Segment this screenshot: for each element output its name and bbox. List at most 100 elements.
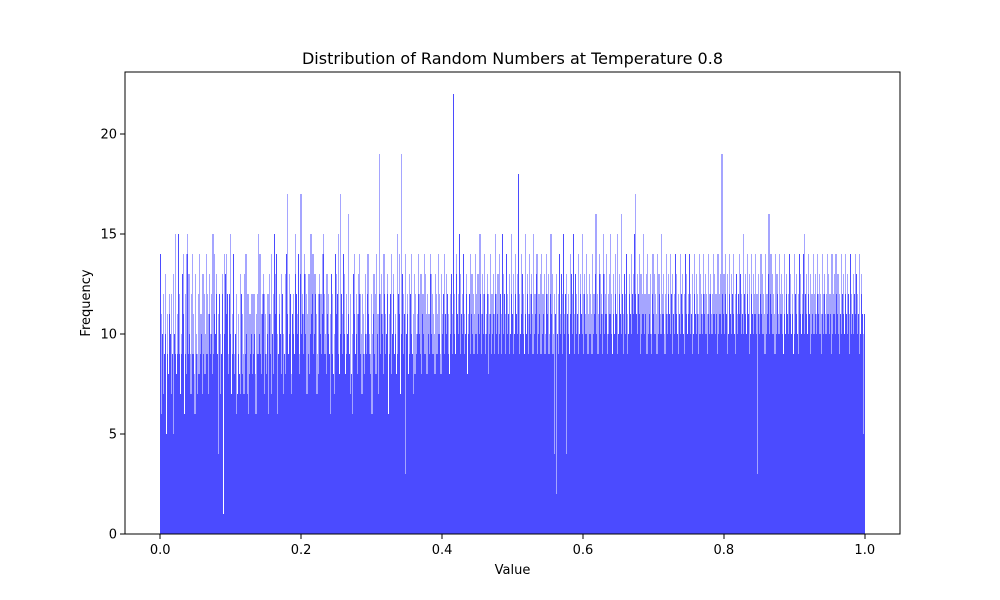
histogram-bar — [695, 314, 696, 534]
histogram-bar — [314, 274, 316, 534]
histogram-bar — [680, 334, 682, 534]
histogram-bar — [606, 254, 607, 534]
histogram-bar — [638, 254, 640, 534]
histogram-bar — [295, 234, 297, 534]
histogram-bar — [335, 314, 337, 534]
histogram-bar — [563, 234, 564, 534]
histogram-bar — [424, 354, 426, 534]
histogram-bar — [629, 294, 631, 534]
histogram-bar — [540, 274, 541, 534]
histogram-bar — [597, 294, 598, 534]
histogram-bar — [666, 314, 668, 534]
histogram-bar — [319, 274, 320, 534]
histogram-bar — [313, 334, 315, 534]
histogram-bar — [223, 334, 225, 534]
histogram-bar — [737, 334, 739, 534]
histogram-bar — [380, 354, 381, 534]
histogram-bar — [657, 334, 659, 534]
histogram-bar — [251, 334, 252, 534]
histogram-bar — [763, 294, 765, 534]
histogram-bar — [821, 354, 822, 534]
histogram-bar — [624, 334, 626, 534]
histogram-bar — [383, 254, 385, 534]
histogram-bar — [702, 334, 704, 534]
histogram-bar — [240, 274, 242, 534]
histogram-bar — [503, 334, 505, 534]
histogram-bar — [171, 294, 173, 534]
histogram-bar — [205, 334, 206, 534]
histogram-bar — [576, 294, 578, 534]
histogram-bar — [311, 314, 313, 534]
histogram-bar — [758, 274, 759, 534]
histogram-bar — [161, 414, 163, 534]
histogram-bar — [572, 294, 574, 534]
y-tick-label: 10 — [100, 328, 117, 343]
histogram-bar — [231, 354, 233, 534]
histogram-bar — [203, 294, 205, 534]
histogram-bar — [246, 334, 248, 534]
histogram-bar — [219, 294, 220, 534]
histogram-bar — [285, 374, 287, 534]
histogram-bar — [762, 274, 763, 534]
histogram-bar — [359, 254, 360, 534]
histogram-bar — [228, 374, 230, 534]
histogram-bar — [716, 354, 718, 534]
histogram-bar — [226, 254, 228, 534]
histogram-bar — [716, 314, 717, 534]
histogram-bar — [842, 274, 844, 534]
histogram-bar — [516, 314, 517, 534]
histogram-bar — [351, 334, 353, 534]
histogram-bar — [216, 274, 218, 534]
histogram-bar — [548, 354, 550, 534]
histogram-bar — [176, 354, 178, 534]
histogram-bar — [518, 354, 520, 534]
histogram-bar — [724, 334, 725, 534]
histogram-bar — [498, 254, 500, 534]
histogram-bar — [701, 294, 702, 534]
histogram-bar — [670, 334, 672, 534]
histogram-bar — [271, 254, 273, 534]
histogram-bar — [424, 254, 425, 534]
histogram-bar — [268, 274, 270, 534]
histogram-bar — [197, 394, 199, 534]
histogram-bar — [581, 234, 583, 534]
histogram-bar — [667, 274, 669, 534]
histogram-bar — [590, 294, 592, 534]
histogram-bar — [184, 414, 185, 534]
histogram-bar — [180, 334, 182, 534]
histogram-bar — [764, 314, 765, 534]
histogram-bar — [189, 334, 191, 534]
histogram-bar — [860, 274, 862, 534]
histogram-bar — [534, 334, 535, 534]
histogram-bar — [367, 294, 368, 534]
histogram-bar — [758, 314, 760, 534]
histogram-bar — [709, 294, 711, 534]
histogram-bar — [569, 354, 570, 534]
histogram-bar — [354, 254, 356, 534]
histogram-bar — [284, 274, 286, 534]
histogram-bar — [551, 274, 553, 534]
histogram-bar — [188, 274, 190, 534]
histogram-bar — [403, 354, 405, 534]
histogram-bar — [387, 274, 389, 534]
histogram-bar — [765, 254, 767, 534]
histogram-bar — [600, 294, 602, 534]
histogram-bar — [423, 334, 425, 534]
histogram-bar — [729, 254, 731, 534]
histogram-bar — [275, 274, 277, 534]
histogram-bar — [263, 294, 265, 534]
histogram-bar — [416, 354, 417, 534]
histogram-bar — [451, 274, 452, 534]
histogram-bar — [381, 314, 383, 534]
histogram-bar — [744, 314, 746, 534]
histogram-bar — [213, 314, 215, 534]
histogram-bar — [443, 354, 445, 534]
histogram-bar — [703, 294, 705, 534]
histogram-bar — [513, 354, 515, 534]
x-tick-label: 0.6 — [573, 543, 594, 558]
histogram-bar — [505, 354, 507, 534]
histogram-bar — [433, 334, 435, 534]
histogram-bar — [190, 354, 191, 534]
histogram-bar — [620, 334, 622, 534]
histogram-bar — [730, 314, 731, 534]
